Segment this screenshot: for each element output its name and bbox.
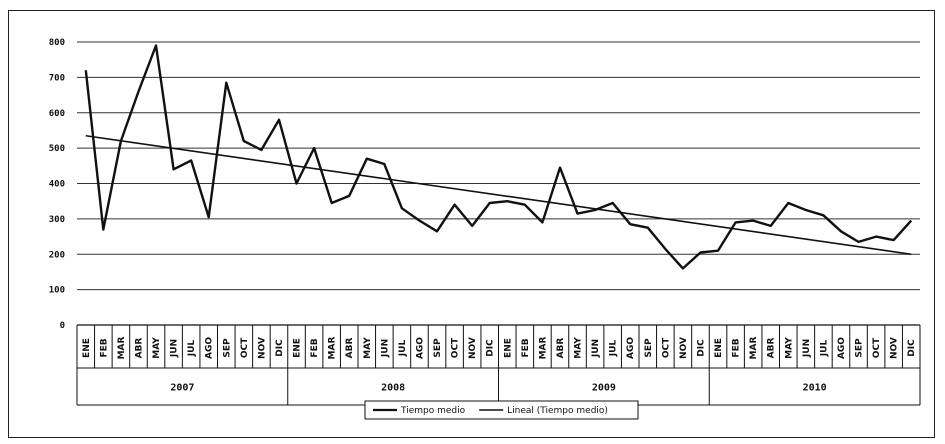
y-tick-label: 500 bbox=[49, 144, 65, 154]
year-label: 2008 bbox=[381, 383, 405, 394]
legend-label: Lineal (Tiempo medio) bbox=[507, 406, 608, 416]
x-tick-label: ABR bbox=[345, 338, 355, 359]
y-tick-label: 600 bbox=[49, 109, 65, 119]
x-tick-label: ENE bbox=[714, 338, 724, 358]
x-tick-label: SEP bbox=[644, 338, 654, 358]
x-tick-label: DIC bbox=[486, 339, 496, 357]
y-tick-label: 300 bbox=[49, 215, 65, 225]
x-tick-label: ABR bbox=[556, 338, 566, 359]
x-tick-label: JUN bbox=[802, 339, 812, 358]
x-tick-label: SEP bbox=[855, 338, 865, 358]
x-tick-label: ENE bbox=[503, 338, 513, 358]
x-tick-label: MAY bbox=[152, 337, 162, 359]
x-tick-label: FEB bbox=[99, 338, 109, 357]
year-label: 2007 bbox=[170, 383, 194, 394]
x-tick-label: SEP bbox=[433, 338, 443, 358]
x-tick-label: MAR bbox=[117, 337, 127, 360]
x-tick-label: DIC bbox=[275, 339, 285, 357]
x-tick-label: DIC bbox=[697, 339, 707, 357]
series-line-tiempo-medio bbox=[86, 46, 911, 269]
x-tick-label: JUL bbox=[819, 340, 829, 358]
x-tick-label: ENE bbox=[293, 338, 303, 358]
x-tick-label: JUL bbox=[398, 340, 408, 358]
x-tick-label: AGO bbox=[205, 337, 215, 359]
x-tick-label: MAY bbox=[784, 337, 794, 359]
x-tick-label: MAR bbox=[749, 337, 759, 360]
x-tick-label: NOV bbox=[679, 337, 689, 359]
x-tick-label: NOV bbox=[257, 337, 267, 359]
x-tick-label: OCT bbox=[451, 337, 461, 358]
y-tick-label: 400 bbox=[49, 180, 65, 190]
x-tick-label: FEB bbox=[310, 338, 320, 357]
x-tick-label: JUN bbox=[591, 339, 601, 358]
x-tick-label: MAR bbox=[328, 337, 338, 360]
x-tick-label: JUL bbox=[187, 340, 197, 358]
y-tick-label: 200 bbox=[49, 250, 65, 260]
x-tick-label: SEP bbox=[222, 338, 232, 358]
legend: Tiempo medio Lineal (Tiempo medio) bbox=[365, 401, 638, 419]
x-tick-label: JUL bbox=[609, 340, 619, 358]
legend-label: Tiempo medio bbox=[400, 406, 466, 416]
y-tick-label: 100 bbox=[49, 286, 65, 296]
x-tick-label: OCT bbox=[240, 337, 250, 358]
x-tick-label: NOV bbox=[468, 337, 478, 359]
year-label: 2009 bbox=[592, 383, 616, 394]
y-axis-ticks: 0 100 200 300 400 500 600 700 800 bbox=[49, 38, 65, 331]
x-tick-label: OCT bbox=[661, 337, 671, 358]
x-tick-label: OCT bbox=[872, 337, 882, 358]
plot-area bbox=[86, 46, 911, 269]
x-tick-label: AGO bbox=[416, 337, 426, 359]
x-tick-label: ENE bbox=[82, 338, 92, 358]
series-line-lineal-trend bbox=[86, 136, 911, 255]
x-tick-label: MAR bbox=[538, 337, 548, 360]
year-label: 2010 bbox=[803, 383, 827, 394]
grid-lines bbox=[77, 42, 920, 325]
x-tick-label: FEB bbox=[521, 338, 531, 357]
y-tick-label: 700 bbox=[49, 73, 65, 83]
x-axis: ENE FEB MAR ABR MAY JUN JUL AGO SEP OCT NOV DIC ENE F… bbox=[77, 325, 920, 405]
x-tick-label: MAY bbox=[574, 337, 584, 359]
x-tick-label: AGO bbox=[837, 337, 847, 359]
x-tick-label: MAY bbox=[363, 337, 373, 359]
x-tick-label: JUN bbox=[170, 339, 180, 358]
x-tick-label: ABR bbox=[135, 338, 145, 359]
x-tick-label: DIC bbox=[907, 339, 917, 357]
x-tick-label: JUN bbox=[380, 339, 390, 358]
x-tick-label: AGO bbox=[626, 337, 636, 359]
x-tick-label: NOV bbox=[890, 337, 900, 359]
y-tick-label: 0 bbox=[60, 321, 65, 331]
y-tick-label: 800 bbox=[49, 38, 65, 48]
x-tick-label: FEB bbox=[732, 338, 742, 357]
x-tick-label: ABR bbox=[767, 338, 777, 359]
